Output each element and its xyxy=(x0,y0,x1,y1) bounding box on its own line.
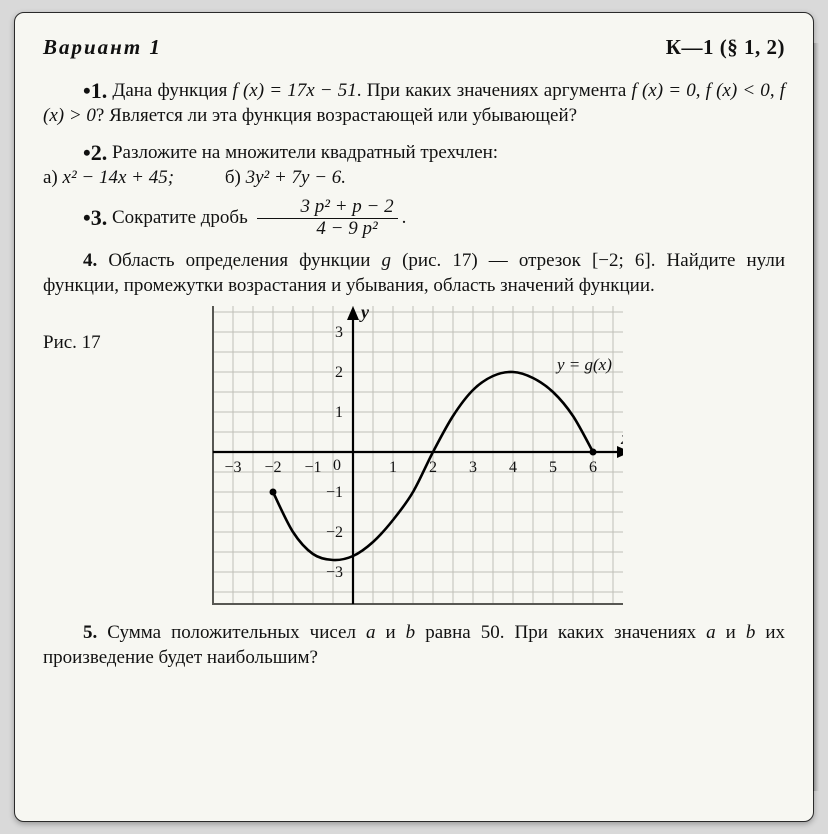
p2b-lbl: б) xyxy=(225,167,241,189)
p4-t1: Область определения функции xyxy=(97,250,381,271)
problem-5-number: 5. xyxy=(83,622,97,643)
p1-t4: , xyxy=(770,80,780,101)
p4-g: g xyxy=(382,250,392,271)
svg-text:3: 3 xyxy=(335,324,343,341)
problem-2: •2. Разложите на множители квадратный тр… xyxy=(43,136,785,165)
svg-text:1: 1 xyxy=(335,404,343,421)
k-reference: К—1 (§ 1, 2) xyxy=(666,35,785,60)
svg-text:y = g(x): y = g(x) xyxy=(555,355,612,374)
page-shadow xyxy=(813,43,819,791)
problem-4: 4. Область определения функции g (рис. 1… xyxy=(43,248,785,298)
svg-text:2: 2 xyxy=(335,364,343,381)
svg-text:0: 0 xyxy=(333,457,341,474)
p5-b: b xyxy=(406,622,416,643)
problem-3-number: •3. xyxy=(83,205,107,230)
variant-title: Вариант 1 xyxy=(43,35,162,60)
p1-f1: f (x) = 17x − 51 xyxy=(233,80,357,101)
p5-b2: b xyxy=(746,622,756,643)
problem-1-number: •1. xyxy=(83,78,107,103)
page: Вариант 1 К—1 (§ 1, 2) •1. Дана функция … xyxy=(14,12,814,822)
fraction-den: 4 − 9 p² xyxy=(257,219,398,240)
header: Вариант 1 К—1 (§ 1, 2) xyxy=(43,35,785,60)
problem-2-parts: а) x² − 14x + 45; б) 3y² + 7y − 6. xyxy=(43,167,785,189)
p3-text: Сократите дробь xyxy=(107,207,252,228)
svg-text:5: 5 xyxy=(549,459,557,476)
problem-2-number: •2. xyxy=(83,140,107,165)
svg-text:−2: −2 xyxy=(264,459,281,476)
p2-text: Разложите на множители квадратный трехчл… xyxy=(107,142,498,163)
svg-text:6: 6 xyxy=(589,459,597,476)
svg-text:1: 1 xyxy=(389,459,397,476)
fraction-num: 3 p² + p − 2 xyxy=(257,197,398,219)
p5-a2: a xyxy=(706,622,716,643)
p1-t5: ? Является ли эта функция возрастающей и… xyxy=(96,105,577,126)
p1-f3: f (x) < 0 xyxy=(706,80,770,101)
problem-1: •1. Дана функция f (x) = 17x − 51. При к… xyxy=(43,74,785,128)
svg-text:−3: −3 xyxy=(326,564,343,581)
svg-text:−2: −2 xyxy=(326,524,343,541)
p3-end: . xyxy=(402,207,407,228)
problem-4-number: 4. xyxy=(83,250,97,271)
p5-t3: равна 50. При каких значениях xyxy=(415,622,706,643)
chart-svg: −3 −2 −1 1 2 3 4 5 6 −3 −2 −1 1 2 3 0 x y y = g(x) xyxy=(163,306,623,606)
p1-t3: , xyxy=(696,80,706,101)
p2a-lbl: а) xyxy=(43,167,58,189)
svg-text:y: y xyxy=(359,306,370,322)
chart: −3 −2 −1 1 2 3 4 5 6 −3 −2 −1 1 2 3 0 x y y = g(x) xyxy=(163,306,623,606)
p5-t4: и xyxy=(716,622,746,643)
svg-text:−3: −3 xyxy=(224,459,241,476)
svg-text:3: 3 xyxy=(469,459,477,476)
p1-t1: Дана функция xyxy=(107,80,232,101)
p1-f2: f (x) = 0 xyxy=(632,80,696,101)
p5-t2: и xyxy=(375,622,405,643)
svg-text:−1: −1 xyxy=(304,459,321,476)
svg-text:4: 4 xyxy=(509,459,517,476)
p2b-expr: 3y² + 7y − 6. xyxy=(246,167,346,188)
svg-text:−1: −1 xyxy=(326,484,343,501)
p2a-expr: x² − 14x + 45; xyxy=(63,167,175,188)
svg-text:x: x xyxy=(620,428,623,448)
fraction: 3 p² + p − 2 4 − 9 p² xyxy=(257,197,398,240)
svg-text:2: 2 xyxy=(429,459,437,476)
p5-t1: Сумма положительных чисел xyxy=(97,622,366,643)
figure-row: Рис. 17 −3 −2 −1 1 2 3 4 5 6 −3 −2 −1 1 2 3 0 x y y = g(x) xyxy=(43,306,785,606)
problem-5: 5. Сумма положительных чисел a и b равна… xyxy=(43,620,785,670)
problem-3: •3. Сократите дробь 3 p² + p − 2 4 − 9 p… xyxy=(43,197,785,240)
figure-label: Рис. 17 xyxy=(43,306,163,354)
p1-t2: . При каких значениях аргумента xyxy=(357,80,632,101)
